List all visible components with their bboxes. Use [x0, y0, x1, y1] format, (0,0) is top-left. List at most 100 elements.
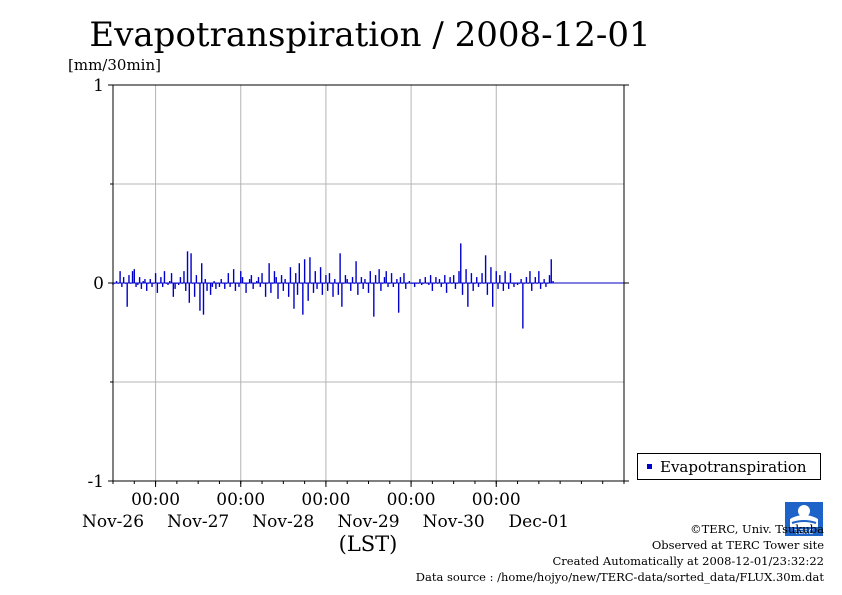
data-bar [444, 275, 446, 283]
data-bar [224, 283, 226, 289]
data-bar [438, 279, 441, 283]
x-tick-time-label: 00:00 [387, 490, 436, 510]
data-bar [522, 283, 524, 329]
data-bar [548, 275, 551, 283]
data-bar [460, 243, 462, 283]
credit-source: Data source : /home/hojyo/new/TERC-data/… [415, 570, 824, 584]
data-bar [193, 283, 196, 297]
data-bar [334, 279, 336, 283]
data-bar [289, 267, 292, 283]
data-bar [135, 283, 137, 287]
data-bar [419, 279, 421, 283]
data-bar [296, 283, 299, 295]
data-bar [169, 281, 171, 283]
data-bar [364, 279, 366, 283]
data-bar [534, 277, 536, 283]
data-bar [295, 273, 297, 283]
data-bar [344, 275, 347, 283]
data-bar [387, 283, 389, 287]
data-bar [186, 251, 189, 283]
x-tick-date-label: Nov-27 [167, 512, 229, 532]
data-bar [206, 283, 208, 291]
data-bar [321, 283, 324, 295]
x-tick-date-label: Dec-01 [509, 512, 570, 532]
data-bar [339, 253, 341, 283]
data-bar [337, 283, 340, 295]
data-bar [316, 283, 318, 289]
data-bar [190, 253, 192, 283]
data-bar [355, 261, 357, 283]
data-bar [470, 273, 473, 283]
chart-title: Evapotranspiration / 2008-12-01 [89, 15, 650, 55]
data-bar [177, 283, 180, 285]
data-bar [408, 281, 411, 283]
data-bar [346, 279, 348, 283]
data-bar [172, 283, 175, 297]
data-bar [472, 283, 474, 291]
data-bar [552, 281, 554, 283]
logo-text: TERC [794, 529, 813, 536]
data-bar [490, 267, 492, 283]
data-bar [397, 283, 400, 313]
data-bar [119, 271, 121, 283]
data-bar [431, 283, 434, 291]
data-bar [201, 263, 203, 283]
data-bar [218, 283, 221, 287]
x-tick-date-label: Nov-26 [82, 512, 144, 532]
data-bar [312, 283, 315, 293]
data-bar [380, 283, 382, 291]
data-bar [504, 271, 506, 283]
data-bar [137, 283, 139, 285]
data-bar [332, 283, 334, 297]
data-bar [367, 283, 370, 293]
data-bar [502, 283, 505, 291]
data-bar [492, 283, 494, 307]
data-bar [131, 271, 134, 283]
data-bar [140, 283, 143, 289]
data-bar [373, 283, 375, 317]
data-bar [525, 277, 528, 283]
data-bar [188, 283, 190, 303]
x-tick-date-label: Nov-28 [252, 512, 314, 532]
data-bar [403, 273, 405, 283]
y-tick-label: 1 [93, 76, 104, 96]
data-bar [215, 283, 217, 289]
data-bar [325, 275, 327, 283]
data-bar [383, 277, 386, 283]
data-bar [284, 279, 286, 283]
data-bar [277, 283, 279, 299]
data-bar [303, 259, 306, 283]
data-bar [507, 283, 510, 289]
data-bar [476, 277, 478, 283]
data-bar [351, 277, 354, 283]
data-bar [486, 283, 489, 295]
data-bar [378, 269, 380, 283]
credit-site: Observed at TERC Tower site [651, 538, 824, 552]
data-bar [126, 283, 128, 307]
data-bar [121, 283, 123, 287]
data-bar [309, 257, 311, 283]
data-bar [250, 275, 253, 283]
data-bar [529, 271, 531, 283]
data-bar [256, 281, 258, 283]
data-bar [280, 275, 283, 283]
data-bar [240, 271, 242, 283]
data-bar [445, 283, 448, 293]
data-bar [477, 283, 480, 287]
data-bar [465, 269, 467, 283]
data-bar [516, 283, 519, 285]
x-tick-date-label: Nov-29 [337, 512, 399, 532]
data-bar [232, 269, 235, 283]
data-bar [154, 273, 157, 283]
data-bar [170, 273, 173, 283]
data-bar [163, 271, 166, 283]
data-bar [484, 255, 487, 283]
data-bar [248, 279, 251, 283]
data-bar [282, 283, 285, 291]
x-tick-time-label: 00:00 [131, 490, 180, 510]
data-bar [452, 275, 455, 283]
data-bar [543, 279, 545, 283]
data-bar [287, 283, 290, 297]
data-bar [273, 271, 276, 283]
data-bar [298, 263, 301, 283]
